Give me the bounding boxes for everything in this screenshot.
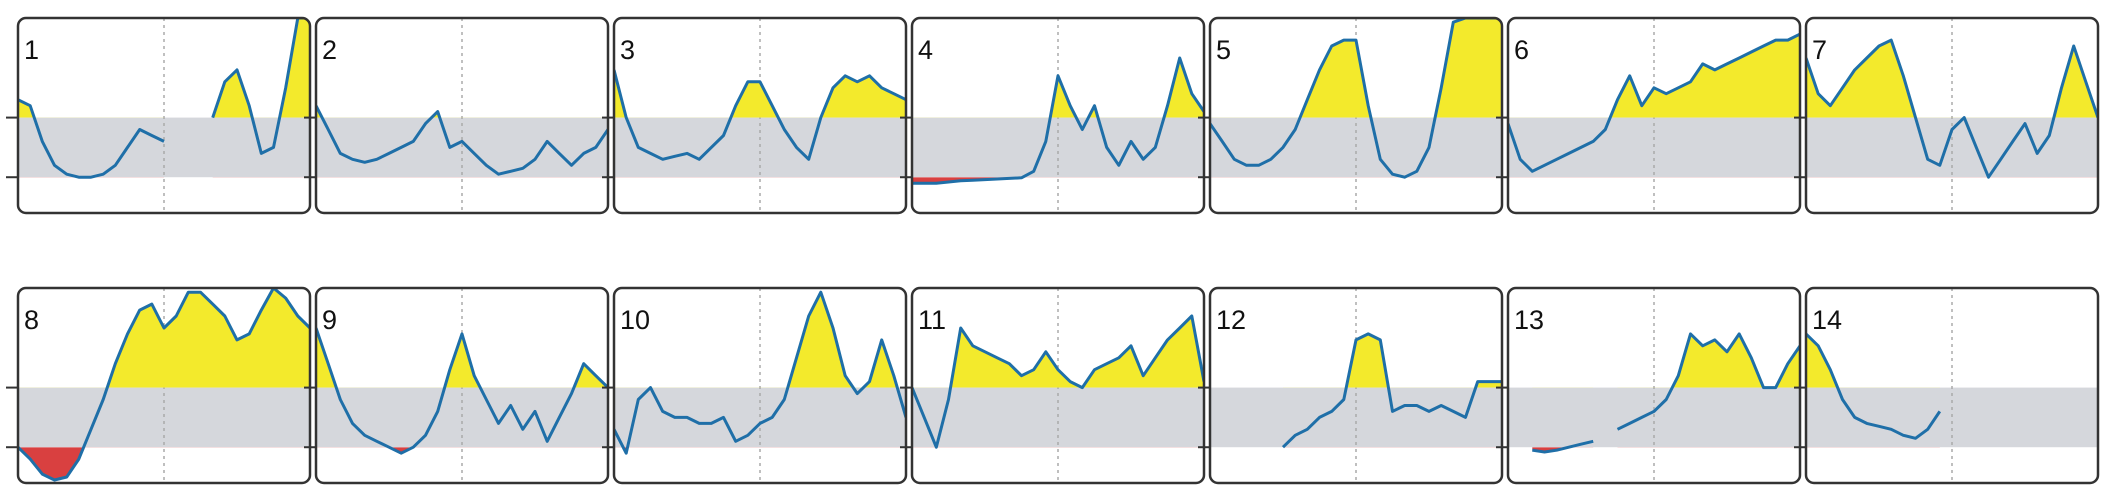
series-line xyxy=(1508,32,1800,173)
above-fills xyxy=(18,288,310,388)
band xyxy=(614,387,906,448)
band xyxy=(1508,387,1800,448)
series-line xyxy=(316,105,608,176)
band xyxy=(1210,117,1502,178)
panel xyxy=(1210,288,1502,483)
above-fills xyxy=(1508,34,1800,118)
band xyxy=(1210,387,1502,448)
series-line xyxy=(912,56,1204,185)
series-line xyxy=(1806,332,1942,440)
panel-frame xyxy=(1804,286,2100,485)
panel-title: 1 xyxy=(24,35,39,65)
above-fills xyxy=(1806,40,2098,118)
panel xyxy=(316,288,608,483)
band xyxy=(316,387,608,448)
panel-title: 7 xyxy=(1812,35,1827,65)
panel xyxy=(316,18,608,213)
panel xyxy=(1508,18,1800,213)
panel-frame xyxy=(16,16,312,215)
area-above xyxy=(212,18,310,118)
panel-title: 4 xyxy=(918,35,933,65)
panel-frame xyxy=(1804,16,2100,215)
panel-frame xyxy=(1208,286,1504,485)
band xyxy=(18,387,310,448)
panel-title: 11 xyxy=(918,305,946,335)
panel-frame xyxy=(16,286,312,485)
panel-title: 8 xyxy=(24,305,39,335)
above-fills xyxy=(1210,18,1502,118)
panel-title: 6 xyxy=(1514,35,1529,65)
panel-frame xyxy=(612,286,908,485)
area-above xyxy=(1508,34,1800,118)
panel-frame xyxy=(314,16,610,215)
below-fills xyxy=(1532,447,1594,452)
panel-frame xyxy=(910,286,1206,485)
panel xyxy=(18,18,310,213)
panel xyxy=(1806,288,2098,483)
band xyxy=(614,117,906,178)
band xyxy=(18,117,310,178)
series-line xyxy=(1210,18,1502,179)
series-line xyxy=(1281,332,1502,449)
band xyxy=(1806,117,2098,178)
area-above xyxy=(18,288,310,388)
above-fills xyxy=(1617,333,1800,388)
panel-title: 5 xyxy=(1216,35,1231,65)
panel-frame xyxy=(1506,286,1802,485)
series-line xyxy=(18,288,310,482)
panel-frame xyxy=(612,16,908,215)
band xyxy=(1508,117,1800,178)
panel-frame xyxy=(314,286,610,485)
panel xyxy=(912,18,1204,213)
panel-title: 3 xyxy=(620,35,635,65)
panel-title: 2 xyxy=(322,35,337,65)
panel xyxy=(614,18,906,213)
above-fills xyxy=(614,69,906,118)
band xyxy=(1806,387,2098,448)
series-line xyxy=(18,18,310,179)
series-line xyxy=(1806,38,2098,179)
panel xyxy=(1210,18,1502,213)
area-below xyxy=(1532,447,1594,452)
area-above xyxy=(1617,333,1800,388)
panel xyxy=(912,288,1204,483)
above-fills xyxy=(18,18,310,118)
panel-frame xyxy=(1506,16,1802,215)
panel-frame xyxy=(1208,16,1504,215)
area-above xyxy=(1806,40,2098,118)
panel xyxy=(614,288,906,483)
series-line xyxy=(316,327,608,455)
series-line xyxy=(1532,332,1800,454)
panel xyxy=(1806,18,2098,213)
panel-title: 14 xyxy=(1812,305,1842,335)
panel-title: 10 xyxy=(620,305,650,335)
panel xyxy=(18,288,310,483)
panel-frame xyxy=(910,16,1206,215)
area-above xyxy=(1210,18,1502,118)
panel-title: 9 xyxy=(322,305,337,335)
area-above xyxy=(614,69,906,118)
panel-title: 12 xyxy=(1216,305,1246,335)
band xyxy=(912,387,1204,448)
panel xyxy=(1508,288,1800,483)
panel-title: 13 xyxy=(1514,305,1544,335)
band xyxy=(316,117,608,178)
series-line xyxy=(912,314,1204,449)
series-line xyxy=(614,69,906,161)
series-line xyxy=(614,290,906,455)
